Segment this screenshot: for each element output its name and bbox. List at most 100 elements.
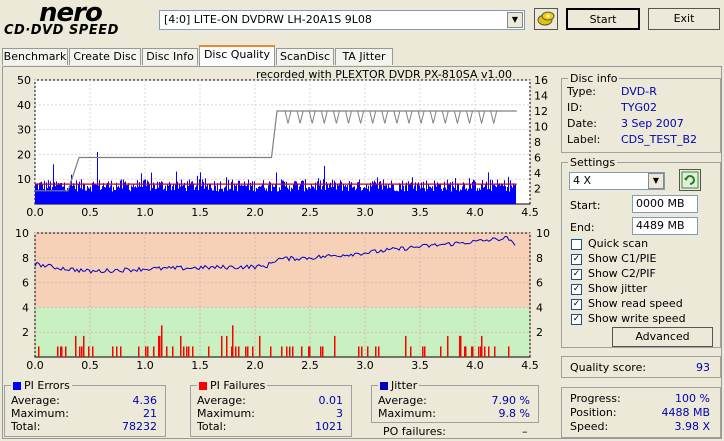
- pie-bar: [117, 187, 118, 204]
- settings-group: Settings 4 X ▼ Start: 0000 MB End: 4489 …: [561, 156, 721, 348]
- pie-bar: [331, 187, 332, 204]
- pif-bar: [83, 335, 85, 357]
- pie-bar: [59, 184, 60, 204]
- pie-y-right-tick-label: 12: [534, 105, 548, 118]
- tab-disc-quality[interactable]: Disc Quality: [199, 45, 275, 66]
- end-field-label: End:: [570, 221, 595, 234]
- pie-bar: [412, 177, 413, 204]
- pie-bar: [40, 182, 41, 204]
- tab-create-disc[interactable]: Create Disc: [69, 48, 141, 65]
- pie-bar: [481, 183, 482, 204]
- pie-bar: [477, 188, 478, 204]
- show-write-speed-checkbox[interactable]: ✓: [571, 314, 582, 325]
- tab-scandisc[interactable]: ScanDisc: [276, 48, 334, 65]
- pie-x-tick-label: 1.5: [191, 206, 209, 219]
- pie-bar: [219, 189, 220, 204]
- pie-bar: [502, 183, 503, 204]
- start-button[interactable]: Start: [566, 8, 640, 30]
- pie-bar: [91, 191, 92, 204]
- refresh-icon: [681, 171, 699, 189]
- pie-bar: [79, 181, 80, 204]
- pie-bar: [135, 186, 136, 204]
- pie-bar: [69, 185, 70, 204]
- tab-benchmark[interactable]: Benchmark: [2, 48, 68, 65]
- show-jitter-label: Show jitter: [588, 282, 648, 295]
- disc-label-label: Label:: [567, 133, 601, 146]
- jitter-group: Jitter Average: 7.90 % Maximum: 9.8 %: [371, 379, 539, 423]
- pie-bar: [437, 182, 438, 204]
- pie-bar: [202, 179, 203, 204]
- pif-bar: [153, 346, 155, 357]
- pie-bar: [467, 190, 468, 204]
- pie-x-tick-label: 0.0: [26, 206, 44, 219]
- pi-failures-group: PI Failures Average: 0.01 Maximum: 3 Tot…: [190, 379, 352, 437]
- pif-y-right-tick-label: 2: [536, 326, 543, 339]
- pie-bar: [179, 183, 180, 204]
- pie-bar: [288, 189, 289, 204]
- tab-ta-jitter[interactable]: TA Jitter: [335, 48, 393, 65]
- pie-bar: [418, 182, 419, 204]
- pif-bar: [334, 335, 336, 357]
- pie-bar: [121, 179, 122, 204]
- pie-bar: [268, 185, 269, 204]
- read-speed-dip: [320, 110, 328, 124]
- pie-bar: [187, 181, 188, 204]
- read-speed-dip: [478, 110, 486, 124]
- pie-bar: [108, 181, 109, 204]
- show-read-speed-label: Show read speed: [588, 297, 683, 310]
- disc-id-label: ID:: [567, 101, 583, 114]
- pie-bar: [353, 186, 354, 204]
- pi-failures-average-value: 0.01: [318, 394, 344, 407]
- pie-bar: [500, 185, 501, 204]
- pi-errors-group: PI Errors Average: 4.36 Maximum: 21 Tota…: [4, 379, 166, 437]
- pie-bar: [54, 182, 55, 204]
- pie-bar: [111, 180, 112, 204]
- logo-nero-text: nero: [39, 0, 103, 28]
- pie-bar: [122, 188, 123, 204]
- pie-bar: [113, 186, 114, 204]
- pif-bar: [322, 346, 324, 357]
- refresh-speeds-button[interactable]: [679, 169, 701, 191]
- pif-bar: [410, 346, 412, 357]
- pie-bar: [115, 190, 116, 204]
- pie-bar: [242, 185, 243, 204]
- pif-x-tick-label: 4.5: [521, 359, 539, 372]
- pie-bar: [193, 183, 194, 204]
- advanced-button[interactable]: Advanced: [612, 327, 713, 347]
- show-c2-pif-checkbox[interactable]: ✓: [571, 269, 582, 280]
- tab-disc-info[interactable]: Disc Info: [142, 48, 198, 65]
- pie-bar: [495, 185, 496, 204]
- pie-bar: [254, 181, 255, 204]
- pie-bar: [80, 188, 81, 204]
- nero-logo: nero CD·DVD SPEED: [4, 0, 154, 40]
- start-field[interactable]: 0000 MB: [632, 195, 698, 213]
- pie-bar: [158, 187, 159, 204]
- pie-bar: [493, 184, 494, 204]
- pie-bar: [422, 187, 423, 204]
- disc-info-title: Disc info: [568, 72, 620, 85]
- pie-bar: [480, 189, 481, 204]
- pie-bar: [297, 183, 298, 204]
- drive-refresh-button[interactable]: [534, 8, 558, 30]
- end-field[interactable]: 4489 MB: [632, 217, 698, 235]
- pie-bar: [171, 190, 172, 204]
- quick-scan-label: Quick scan: [588, 237, 649, 250]
- chevron-down-icon[interactable]: ▼: [507, 12, 523, 28]
- pie-x-tick-label: 3.0: [356, 206, 374, 219]
- exit-button[interactable]: Exit: [648, 8, 720, 30]
- show-jitter-checkbox[interactable]: ✓: [571, 284, 582, 295]
- pie-bar: [239, 180, 240, 204]
- speed-select[interactable]: 4 X ▼: [569, 172, 665, 190]
- pie-x-tick-label: 4.0: [466, 206, 484, 219]
- quick-scan-checkbox[interactable]: [571, 239, 582, 250]
- pie-bar: [41, 181, 42, 204]
- show-read-speed-checkbox[interactable]: ✓: [571, 299, 582, 310]
- disc-type-value: DVD-R: [621, 85, 657, 98]
- drive-select[interactable]: [4:0] LITE-ON DVDRW LH-20A1S 9L08 ▼: [159, 10, 525, 30]
- pie-bar: [486, 181, 487, 204]
- pie-bar: [510, 180, 511, 204]
- pie-bar: [155, 189, 156, 204]
- show-c1-pie-checkbox[interactable]: ✓: [571, 254, 582, 265]
- pie-bar: [492, 179, 493, 204]
- chevron-down-icon[interactable]: ▼: [648, 173, 664, 189]
